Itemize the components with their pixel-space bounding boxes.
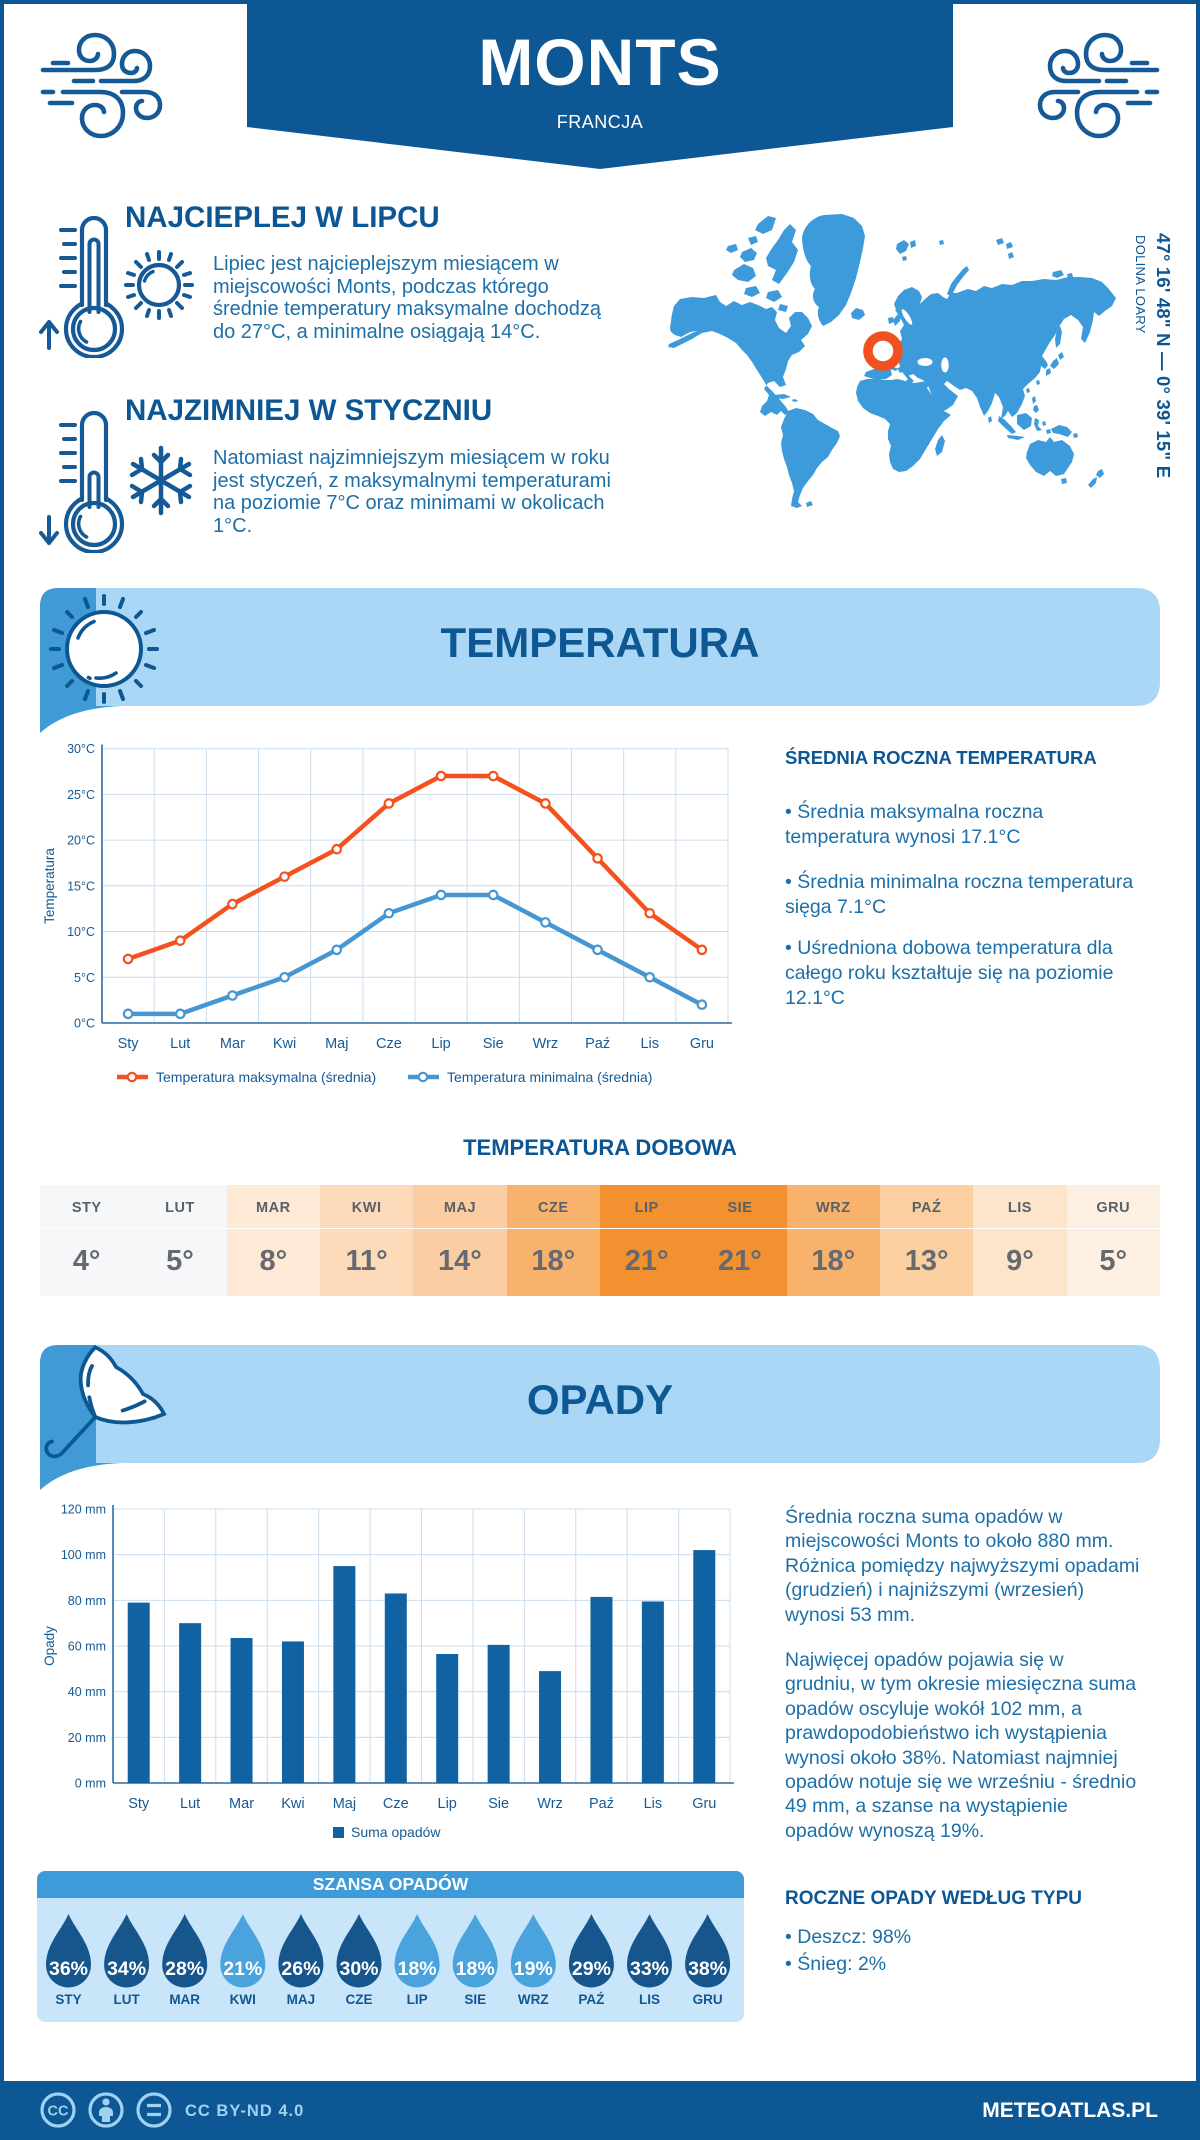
svg-text:Kwi: Kwi: [281, 1796, 304, 1812]
svg-text:25°C: 25°C: [67, 788, 95, 802]
svg-text:Mar: Mar: [220, 1036, 245, 1052]
svg-text:Temperatura: Temperatura: [42, 848, 57, 924]
svg-text:Temperatura minimalna (średnia: Temperatura minimalna (średnia): [447, 1069, 652, 1085]
svg-text:18%: 18%: [456, 1958, 495, 1980]
svg-text:GRU: GRU: [693, 1992, 723, 2007]
svg-text:30°C: 30°C: [67, 742, 95, 756]
svg-text:26%: 26%: [281, 1958, 320, 1980]
svg-text:LIP: LIP: [407, 1992, 428, 2007]
svg-text:LIS: LIS: [639, 1992, 660, 2007]
svg-text:80 mm: 80 mm: [68, 1594, 106, 1608]
svg-text:0°C: 0°C: [74, 1017, 95, 1031]
svg-text:28%: 28%: [165, 1958, 204, 1980]
svg-text:15°C: 15°C: [67, 879, 95, 893]
svg-text:Temperatura maksymalna (średni: Temperatura maksymalna (średnia): [156, 1069, 376, 1085]
svg-text:Cze: Cze: [383, 1796, 409, 1812]
svg-text:STY: STY: [55, 1992, 81, 2007]
svg-text:Gru: Gru: [692, 1796, 716, 1812]
svg-text:21%: 21%: [223, 1958, 262, 1980]
svg-text:KWI: KWI: [230, 1992, 256, 2007]
svg-text:PAŹ: PAŹ: [578, 1992, 604, 2007]
svg-text:120 mm: 120 mm: [61, 1503, 106, 1517]
svg-text:Paź: Paź: [589, 1796, 614, 1812]
svg-text:Mar: Mar: [229, 1796, 254, 1812]
svg-text:Sie: Sie: [488, 1796, 509, 1812]
svg-text:30%: 30%: [339, 1958, 378, 1980]
svg-text:60 mm: 60 mm: [68, 1640, 106, 1654]
svg-text:Wrz: Wrz: [537, 1796, 563, 1812]
svg-text:Lut: Lut: [170, 1036, 190, 1052]
svg-text:CZE: CZE: [346, 1992, 373, 2007]
svg-text:40 mm: 40 mm: [68, 1685, 106, 1699]
svg-text:5°C: 5°C: [74, 971, 95, 985]
svg-text:34%: 34%: [107, 1958, 146, 1980]
svg-text:Opady: Opady: [42, 1626, 57, 1666]
svg-text:Sty: Sty: [128, 1796, 150, 1812]
svg-text:20 mm: 20 mm: [68, 1731, 106, 1745]
svg-text:Sty: Sty: [118, 1036, 140, 1052]
svg-text:38%: 38%: [688, 1958, 727, 1980]
svg-text:Paź: Paź: [585, 1036, 610, 1052]
svg-text:Wrz: Wrz: [533, 1036, 559, 1052]
svg-text:19%: 19%: [514, 1958, 553, 1980]
svg-text:SIE: SIE: [464, 1992, 486, 2007]
svg-text:WRZ: WRZ: [518, 1992, 549, 2007]
svg-text:18%: 18%: [398, 1958, 437, 1980]
svg-text:Cze: Cze: [376, 1036, 402, 1052]
svg-text:Kwi: Kwi: [273, 1036, 296, 1052]
svg-text:MAJ: MAJ: [287, 1992, 316, 2007]
svg-text:Sie: Sie: [483, 1036, 504, 1052]
svg-text:Maj: Maj: [325, 1036, 348, 1052]
svg-text:0 mm: 0 mm: [75, 1777, 106, 1791]
svg-text:MAR: MAR: [169, 1992, 200, 2007]
svg-text:Suma opadów: Suma opadów: [351, 1824, 441, 1840]
svg-text:CC: CC: [48, 2104, 69, 2120]
svg-text:36%: 36%: [49, 1958, 88, 1980]
svg-text:Lip: Lip: [431, 1036, 450, 1052]
svg-text:Lip: Lip: [438, 1796, 457, 1812]
svg-text:Maj: Maj: [333, 1796, 356, 1812]
svg-text:29%: 29%: [572, 1958, 611, 1980]
svg-text:LUT: LUT: [113, 1992, 140, 2007]
svg-text:10°C: 10°C: [67, 925, 95, 939]
svg-text:Lis: Lis: [640, 1036, 659, 1052]
svg-text:20°C: 20°C: [67, 834, 95, 848]
svg-text:33%: 33%: [630, 1958, 669, 1980]
svg-text:Lut: Lut: [180, 1796, 200, 1812]
svg-text:Lis: Lis: [644, 1796, 663, 1812]
svg-text:100 mm: 100 mm: [61, 1548, 106, 1562]
svg-text:Gru: Gru: [690, 1036, 714, 1052]
